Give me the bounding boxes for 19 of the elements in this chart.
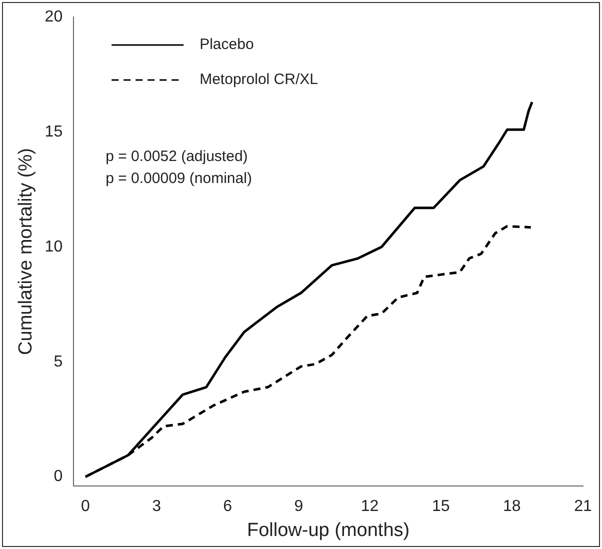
legend-label: Metoprolol CR/XL <box>200 71 318 88</box>
y-axis-title: Cumulative mortality (%) <box>16 148 37 355</box>
x-tick-label: 21 <box>574 498 592 516</box>
x-tick-label: 3 <box>152 498 162 516</box>
x-tick-label: 15 <box>432 498 450 516</box>
y-tick-label: 0 <box>54 468 63 486</box>
y-tick-label: 5 <box>54 353 63 370</box>
annotation: p = 0.00009 (nominal) <box>106 170 252 188</box>
x-tick-label: 6 <box>223 498 232 516</box>
annotation: p = 0.0052 (adjusted) <box>106 148 248 166</box>
x-tick-label: 9 <box>294 498 304 516</box>
y-tick-label: 20 <box>44 8 63 26</box>
y-tick-label: 15 <box>44 123 63 140</box>
x-axis-title: Follow-up (months) <box>246 520 410 541</box>
x-tick-label: 0 <box>80 498 90 516</box>
y-tick-label: 10 <box>44 238 63 256</box>
legend-label: Placebo <box>200 36 254 54</box>
x-tick-label: 18 <box>503 498 521 516</box>
x-tick-label: 12 <box>360 498 379 516</box>
